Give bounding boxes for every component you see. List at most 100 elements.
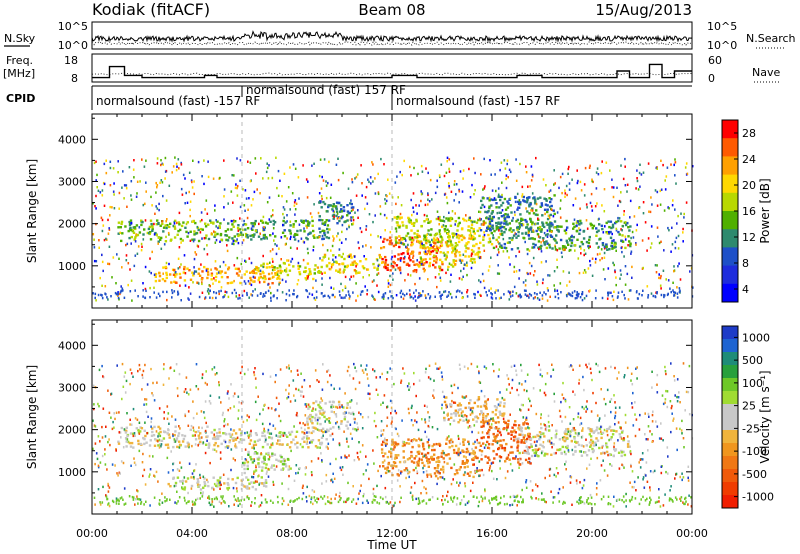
range-cell: [353, 421, 356, 424]
range-cell: [288, 269, 292, 272]
range-cell: [670, 250, 672, 253]
range-cell: [494, 291, 496, 294]
range-cell: [125, 429, 128, 433]
range-cell: [549, 213, 553, 217]
range-cell: [511, 236, 514, 240]
range-cell: [424, 418, 426, 421]
range-cell: [284, 270, 288, 273]
range-cell: [560, 291, 562, 294]
range-cell: [436, 210, 439, 213]
range-cell: [266, 443, 269, 446]
range-cell: [246, 467, 249, 471]
range-cell: [231, 242, 233, 245]
range-cell: [333, 237, 335, 240]
range-cell: [274, 243, 276, 246]
range-cell: [364, 285, 366, 288]
range-cell: [499, 232, 501, 236]
range-cell: [149, 257, 151, 260]
range-cell: [269, 220, 272, 223]
range-cell: [627, 226, 630, 229]
range-cell: [384, 229, 386, 232]
range-cell: [476, 405, 480, 408]
range-cell: [332, 426, 335, 429]
range-cell: [153, 291, 155, 294]
range-cell: [313, 234, 316, 237]
range-cell: [624, 184, 627, 187]
range-cell: [268, 436, 271, 439]
range-cell: [313, 162, 315, 165]
range-cell: [159, 430, 162, 434]
range-cell: [530, 264, 533, 268]
range-cell: [492, 439, 495, 442]
range-cell: [571, 234, 573, 238]
range-cell: [186, 235, 189, 238]
range-cell: [261, 445, 265, 449]
power-data-cells: [92, 156, 694, 302]
range-cell: [488, 289, 490, 292]
range-cell: [458, 363, 461, 366]
range-cell: [286, 259, 288, 262]
range-cell: [540, 426, 543, 430]
range-cell: [519, 223, 522, 226]
range-cell: [384, 258, 388, 262]
range-cell: [319, 158, 322, 161]
range-cell: [92, 202, 94, 205]
range-cell: [206, 276, 209, 280]
range-cell: [289, 220, 292, 223]
range-cell: [149, 296, 151, 299]
range-cell: [605, 445, 609, 449]
range-cell: [468, 237, 471, 240]
range-cell: [314, 369, 317, 372]
range-cell: [375, 424, 377, 428]
range-cell: [400, 379, 403, 382]
range-cell: [676, 296, 679, 299]
range-cell: [246, 414, 249, 417]
range-cell: [297, 261, 300, 265]
range-cell: [397, 469, 400, 472]
range-cell: [603, 397, 605, 401]
range-cell: [347, 481, 349, 485]
range-cell: [255, 230, 258, 234]
range-cell: [334, 497, 336, 500]
range-cell: [206, 290, 209, 293]
range-cell: [144, 398, 146, 401]
range-cell: [295, 464, 298, 467]
range-cell: [355, 272, 358, 275]
range-cell: [197, 160, 200, 164]
range-cell: [227, 445, 230, 448]
range-cell: [389, 241, 392, 244]
range-cell: [211, 368, 214, 371]
range-cell: [605, 245, 608, 249]
range-cell: [301, 385, 303, 389]
range-cell: [309, 414, 312, 417]
range-cell: [586, 400, 588, 403]
station-title: Kodiak (fitACF): [92, 0, 210, 19]
range-cell: [335, 207, 338, 211]
range-cell: [307, 222, 310, 226]
range-cell: [526, 223, 529, 226]
range-cell: [594, 441, 597, 444]
range-cell: [195, 385, 198, 388]
range-cell: [487, 422, 490, 426]
range-cell: [484, 489, 486, 493]
range-cell: [476, 253, 480, 256]
range-cell: [411, 238, 414, 242]
range-cell: [137, 439, 140, 443]
range-cell: [509, 413, 511, 416]
range-cell: [267, 453, 270, 456]
range-cell: [139, 442, 142, 446]
range-cell: [355, 370, 358, 373]
range-cell: [523, 441, 526, 444]
range-cell: [443, 254, 446, 257]
range-cell: [536, 297, 539, 300]
range-cell: [235, 183, 237, 186]
range-cell: [503, 219, 506, 222]
range-cell: [399, 212, 402, 216]
range-cell: [196, 478, 199, 481]
range-cell: [605, 430, 609, 433]
range-cell: [567, 167, 570, 171]
range-cell: [578, 271, 581, 275]
range-cell: [214, 279, 217, 282]
range-cell: [478, 256, 481, 260]
range-cell: [561, 445, 564, 449]
